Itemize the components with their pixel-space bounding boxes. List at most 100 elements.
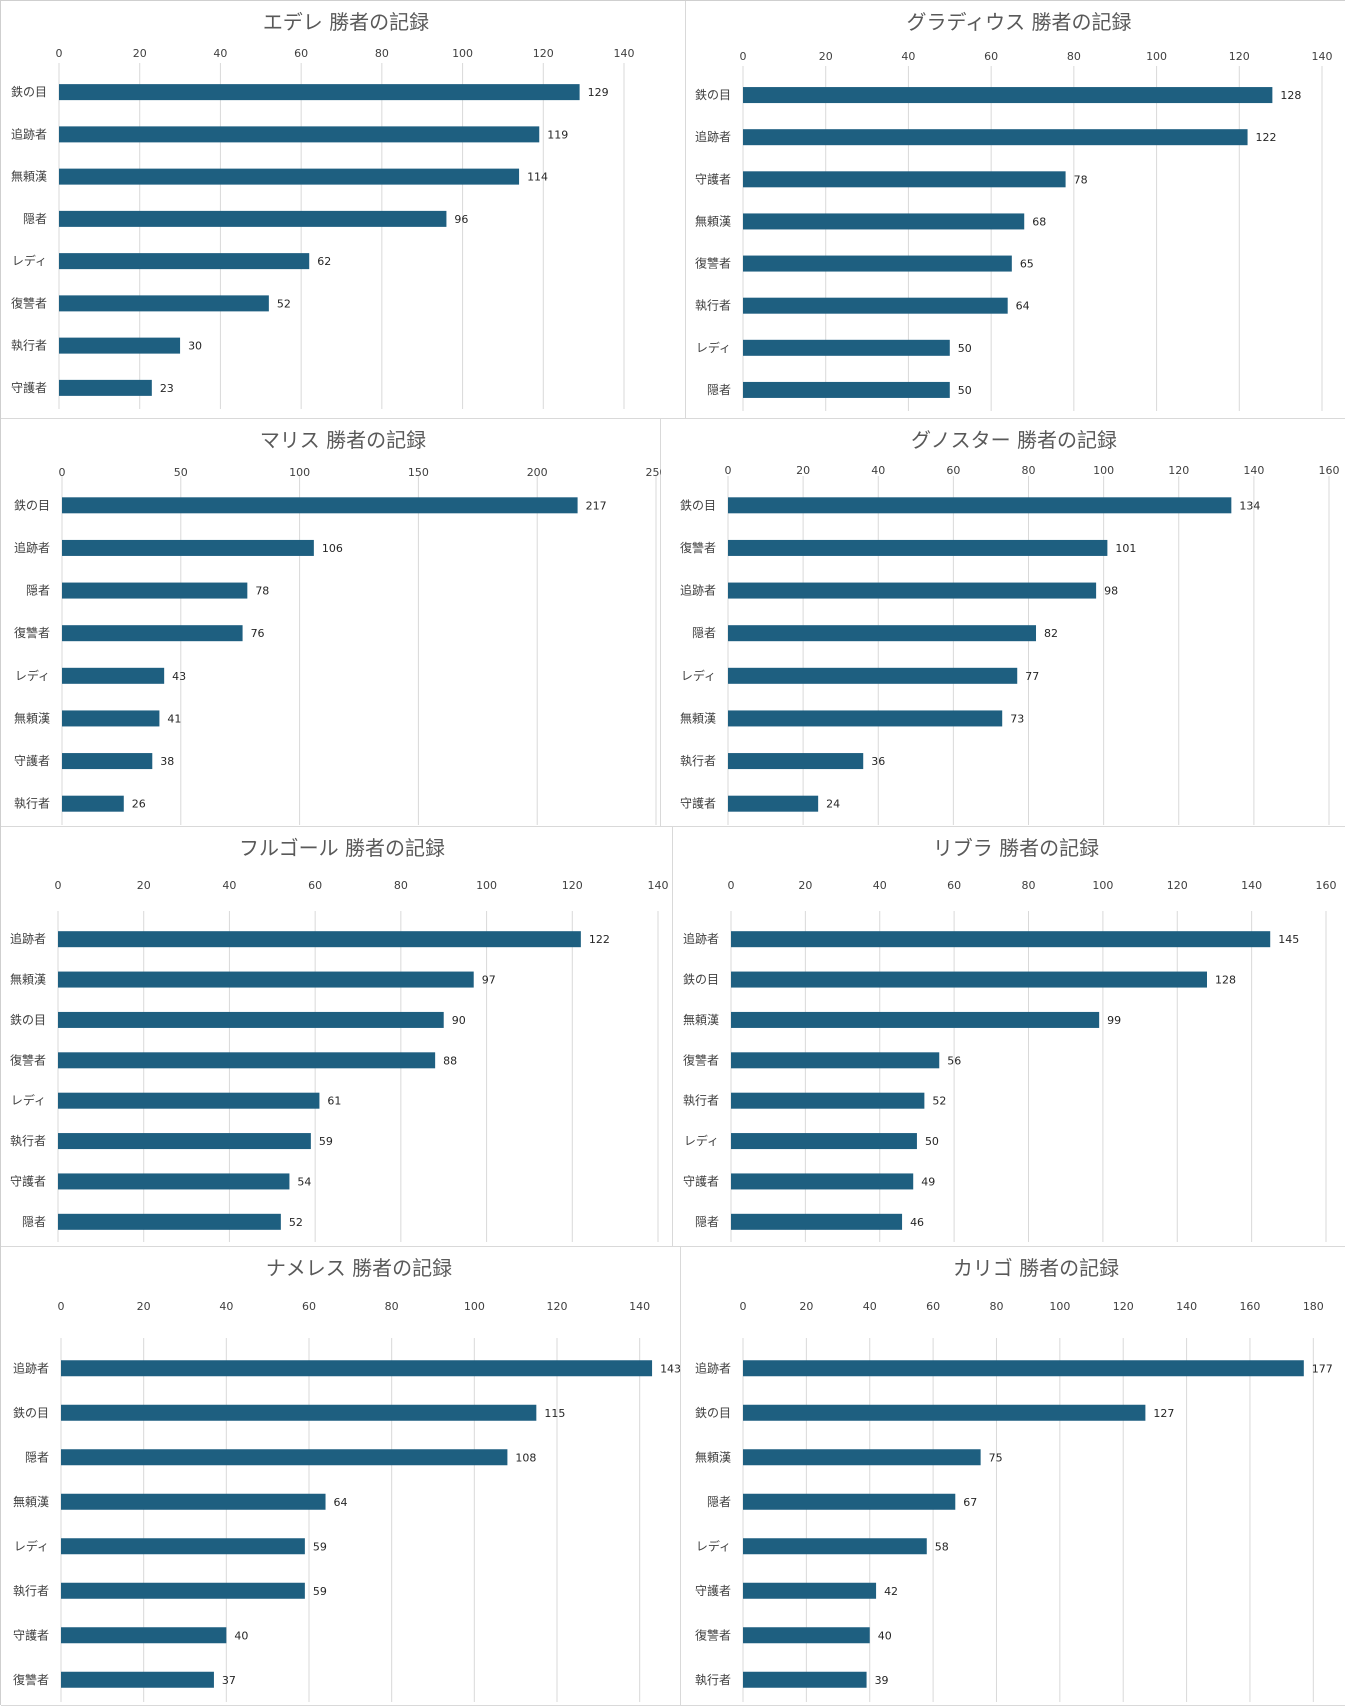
data-label: 119	[547, 128, 568, 141]
data-label: 50	[958, 342, 972, 355]
data-label: 98	[1104, 585, 1118, 598]
bar	[59, 379, 152, 396]
category-label: 守護者	[13, 1627, 49, 1642]
x-tick-label: 60	[946, 464, 960, 477]
category-label: 復讐者	[680, 540, 716, 555]
bar	[58, 1173, 290, 1190]
x-tick-label: 120	[547, 1300, 568, 1313]
category-label: 執行者	[683, 1094, 719, 1108]
bar-chart: マリス 勝者の記録 0 50 100 150 200 250 鉄の目 217 追跡者 106 隠者 78…	[14, 428, 661, 825]
category-label: 復讐者	[13, 1672, 49, 1687]
x-tick-label: 20	[819, 50, 833, 63]
bar	[62, 753, 153, 770]
data-label: 114	[527, 171, 548, 184]
x-tick-label: 100	[476, 879, 497, 892]
x-tick-label: 80	[375, 47, 389, 60]
data-label: 115	[544, 1407, 565, 1420]
category-label: 鉄の目	[695, 87, 731, 102]
x-tick-label: 60	[308, 879, 322, 892]
x-tick-label: 60	[984, 50, 998, 63]
chart-panel-2: グラディウス 勝者の記録 0 20 40 60 80 100 120 140 鉄の目 128 追跡者 1…	[686, 1, 1345, 419]
data-label: 177	[1312, 1362, 1333, 1375]
data-label: 68	[1032, 215, 1046, 228]
category-label: 隠者	[695, 1215, 719, 1229]
bar-chart: グノスター 勝者の記録 0 20 40 60 80 100 120 140 160 鉄の目 134 復讐…	[680, 428, 1340, 825]
bar-chart: グラディウス 勝者の記録 0 20 40 60 80 100 120 140 鉄の目 128 追跡者 1…	[695, 10, 1333, 411]
bar	[743, 171, 1066, 188]
bar	[731, 931, 1271, 948]
category-label: 鉄の目	[10, 1012, 46, 1027]
chart-title: ナメレス 勝者の記録	[266, 1256, 452, 1280]
category-label: レディ	[681, 668, 716, 683]
data-label: 49	[921, 1175, 935, 1188]
chart-title: リブラ 勝者の記録	[933, 836, 1099, 860]
chart-panel-7: ナメレス 勝者の記録 0 20 40 60 80 100 120 140 追跡者 143 鉄の目 115…	[1, 1247, 681, 1706]
category-label: 復讐者	[11, 295, 47, 310]
data-label: 128	[1215, 974, 1236, 987]
bar	[728, 710, 1003, 727]
x-tick-label: 120	[1167, 879, 1188, 892]
category-label: 無頼漢	[695, 213, 731, 228]
category-label: 復讐者	[14, 625, 50, 640]
x-tick-label: 80	[989, 1300, 1003, 1313]
category-label: 追跡者	[695, 129, 731, 144]
bar	[743, 87, 1273, 104]
bar	[61, 1582, 305, 1599]
data-label: 134	[1239, 499, 1260, 512]
bar	[731, 1173, 914, 1190]
x-tick-label: 100	[464, 1300, 485, 1313]
bar	[61, 1671, 214, 1688]
bar	[731, 1133, 917, 1150]
category-label: 隠者	[692, 626, 716, 640]
chart-panel-4: グノスター 勝者の記録 0 20 40 60 80 100 120 140 160 鉄の目 134 復讐…	[661, 419, 1345, 827]
bar	[743, 339, 950, 356]
x-tick-label: 40	[213, 47, 227, 60]
bar-chart: リブラ 勝者の記録 0 20 40 60 80 100 120 140 160 追跡者 145 鉄の目 1…	[683, 836, 1337, 1242]
data-label: 67	[963, 1496, 977, 1509]
category-label: 守護者	[14, 753, 50, 768]
data-label: 59	[319, 1135, 333, 1148]
x-tick-label: 0	[728, 879, 735, 892]
data-label: 50	[925, 1135, 939, 1148]
data-label: 52	[289, 1216, 303, 1229]
data-label: 77	[1025, 670, 1039, 683]
bar	[743, 213, 1025, 230]
data-label: 127	[1153, 1407, 1174, 1420]
x-tick-label: 150	[408, 466, 429, 479]
x-tick-label: 100	[1146, 50, 1167, 63]
chart-panel-3: マリス 勝者の記録 0 50 100 150 200 250 鉄の目 217 追跡者 106 隠者 78…	[1, 419, 661, 827]
x-tick-label: 0	[725, 464, 732, 477]
bar	[62, 539, 314, 556]
data-label: 129	[588, 86, 609, 99]
bar	[58, 1011, 444, 1028]
x-tick-label: 20	[798, 879, 812, 892]
bar	[58, 1213, 281, 1230]
bar	[62, 710, 160, 727]
bar	[731, 971, 1207, 988]
bar	[62, 582, 248, 599]
category-label: 隠者	[22, 1215, 46, 1229]
x-tick-label: 100	[452, 47, 473, 60]
x-tick-label: 120	[1113, 1300, 1134, 1313]
bar	[59, 84, 580, 101]
bar	[731, 1213, 903, 1230]
bar	[58, 1133, 311, 1150]
category-label: 鉄の目	[680, 497, 716, 512]
x-tick-label: 40	[863, 1300, 877, 1313]
data-label: 128	[1280, 89, 1301, 102]
category-label: 無頼漢	[680, 710, 716, 725]
data-label: 42	[884, 1585, 898, 1598]
bar	[59, 126, 540, 143]
data-label: 26	[132, 798, 146, 811]
category-label: 鉄の目	[14, 497, 50, 512]
chart-title: カリゴ 勝者の記録	[953, 1256, 1119, 1280]
category-label: 守護者	[680, 796, 716, 811]
data-label: 38	[160, 755, 174, 768]
x-tick-label: 20	[137, 879, 151, 892]
data-label: 96	[454, 213, 468, 226]
category-label: 無頼漢	[13, 1494, 49, 1509]
bar	[58, 1052, 436, 1069]
bar	[728, 753, 864, 770]
data-label: 145	[1278, 933, 1299, 946]
category-label: 追跡者	[14, 540, 50, 555]
